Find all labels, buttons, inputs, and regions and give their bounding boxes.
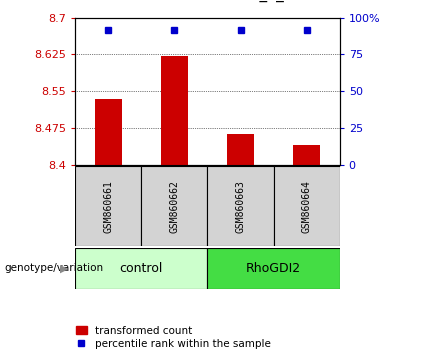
Text: ▶: ▶ [60, 263, 69, 273]
Text: GSM860661: GSM860661 [103, 180, 114, 233]
Bar [75, 166, 141, 246]
Bar [75, 248, 207, 289]
Text: GDS4455 / 205071_x_at: GDS4455 / 205071_x_at [115, 0, 300, 2]
Text: GSM860664: GSM860664 [301, 180, 312, 233]
Text: GSM860662: GSM860662 [169, 180, 179, 233]
Bar [227, 134, 254, 165]
Bar [207, 248, 340, 289]
Text: RhoGDI2: RhoGDI2 [246, 262, 301, 275]
Text: control: control [120, 262, 163, 275]
Bar [207, 166, 273, 246]
Bar [273, 166, 340, 246]
Bar [293, 145, 320, 165]
Legend: transformed count, percentile rank within the sample: transformed count, percentile rank withi… [76, 326, 271, 349]
Text: GSM860663: GSM860663 [236, 180, 246, 233]
Bar [141, 166, 208, 246]
Bar [95, 98, 122, 165]
Bar [161, 56, 187, 165]
Text: genotype/variation: genotype/variation [4, 263, 104, 273]
